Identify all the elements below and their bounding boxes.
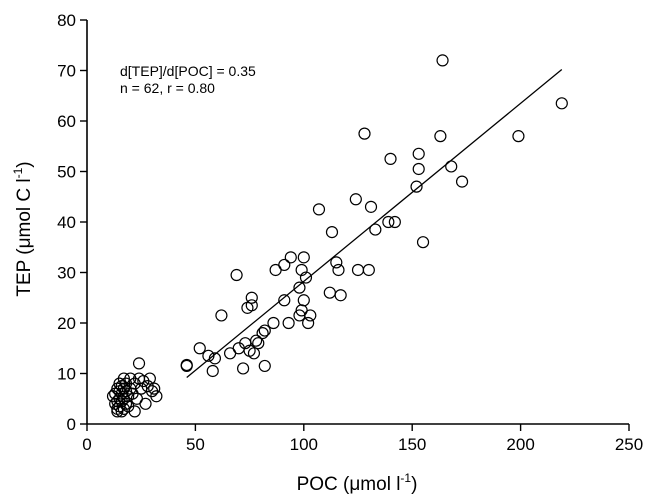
data-point [412,147,425,160]
data-point [555,97,568,110]
data-point [388,215,401,229]
data-point [230,268,243,282]
data-point [258,359,271,373]
y-tick-label: 20 [57,314,76,333]
axis-ticks: 0 50 100 150 200 250 0 10 20 30 40 50 60 70 80 [57,11,643,454]
data-point [284,251,297,264]
data-point [436,54,449,67]
data-point [512,130,525,143]
data-point [148,382,161,395]
x-tick-label: 0 [82,435,91,454]
data-point [278,258,291,272]
data-point [206,364,219,378]
x-tick-label: 200 [506,435,534,454]
data-point [143,372,156,385]
data-points [106,54,568,418]
data-point [247,347,261,360]
x-tick-label: 100 [290,435,318,454]
y-tick-label: 10 [57,365,76,384]
regression-line [186,68,563,379]
data-point [362,263,375,277]
x-tick-label: 50 [186,435,205,454]
x-tick-label: 150 [398,435,426,454]
data-point [119,397,133,410]
x-tick-label: 250 [615,435,643,454]
data-point [369,223,382,236]
data-point [236,362,250,375]
y-tick-label: 70 [57,62,76,81]
data-point [334,289,347,302]
data-point [122,400,135,413]
y-axis-title: TEP (μmol C l-1) [11,161,35,296]
y-tick-label: 40 [57,213,76,232]
data-point [150,390,163,403]
y-tick-label: 60 [57,112,76,131]
data-point [132,357,146,370]
data-point [410,180,423,193]
data-point [325,226,339,239]
data-point [215,309,228,322]
data-point [252,337,265,350]
data-point [358,127,371,140]
annotation-slope: d[TEP]/d[POC] = 0.35 [120,63,256,79]
data-point [299,271,313,284]
data-point [295,263,308,277]
data-point [364,200,378,213]
data-point [256,327,269,340]
data-point [193,342,206,355]
data-point [445,160,458,173]
data-point [297,251,310,264]
data-point [351,263,365,277]
data-point [312,203,326,216]
y-tick-label: 30 [57,264,76,283]
data-point [250,334,263,347]
data-point [297,294,310,307]
data-point [117,372,130,385]
data-point [245,299,258,312]
data-point [412,162,425,176]
y-tick-label: 80 [57,11,76,30]
data-point [332,263,345,277]
data-point [267,316,280,330]
data-point [180,359,193,373]
y-tick-label: 0 [67,415,76,434]
data-point [384,152,397,165]
data-point [416,236,430,249]
data-point [302,316,315,330]
data-point [245,291,258,304]
data-point [282,316,295,330]
data-point [258,324,271,337]
data-point [293,281,306,294]
data-point [349,193,362,206]
data-point [139,397,152,410]
data-point [180,358,193,372]
data-point [382,215,395,229]
data-point [304,309,317,322]
y-tick-label: 50 [57,163,76,182]
data-point [115,380,128,393]
x-axis-title: POC (μmol l-1) [297,471,418,495]
data-point [278,294,291,307]
data-point [330,256,343,269]
data-point [455,175,469,188]
data-point [434,130,447,143]
data-point [323,286,336,299]
annotation-stats: n = 62, r = 0.80 [120,80,215,96]
